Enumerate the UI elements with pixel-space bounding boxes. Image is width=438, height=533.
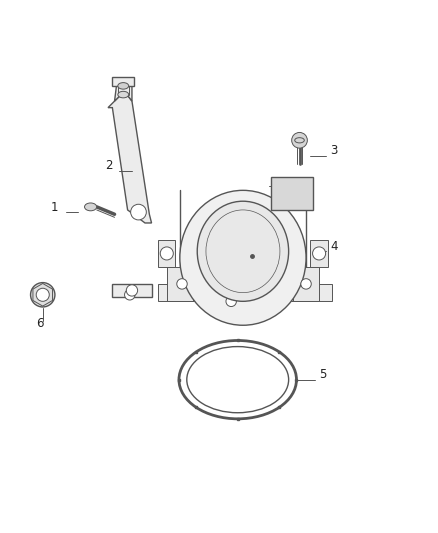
FancyBboxPatch shape	[311, 240, 328, 266]
Ellipse shape	[118, 83, 129, 89]
Circle shape	[124, 289, 135, 300]
Circle shape	[36, 288, 49, 301]
Text: 5: 5	[319, 368, 326, 381]
Text: 2: 2	[105, 159, 113, 172]
Circle shape	[177, 279, 187, 289]
Ellipse shape	[295, 138, 304, 143]
Circle shape	[160, 247, 173, 260]
Circle shape	[226, 296, 237, 306]
FancyBboxPatch shape	[271, 177, 313, 210]
Polygon shape	[108, 92, 152, 223]
Circle shape	[126, 285, 138, 296]
Polygon shape	[115, 84, 132, 101]
Polygon shape	[158, 284, 332, 301]
Polygon shape	[113, 77, 134, 86]
Circle shape	[313, 247, 325, 260]
Text: 6: 6	[36, 318, 43, 330]
Ellipse shape	[180, 190, 306, 325]
Text: 1: 1	[50, 201, 58, 214]
Circle shape	[292, 133, 307, 148]
Ellipse shape	[85, 203, 97, 211]
FancyBboxPatch shape	[219, 279, 243, 319]
Circle shape	[31, 282, 55, 307]
Circle shape	[131, 204, 146, 220]
FancyBboxPatch shape	[158, 240, 176, 266]
Circle shape	[301, 279, 311, 289]
Ellipse shape	[197, 201, 289, 301]
Text: 4: 4	[330, 240, 338, 253]
FancyBboxPatch shape	[293, 266, 319, 301]
Text: 3: 3	[330, 144, 337, 157]
Polygon shape	[113, 284, 152, 297]
Ellipse shape	[118, 91, 129, 98]
FancyBboxPatch shape	[167, 266, 193, 301]
